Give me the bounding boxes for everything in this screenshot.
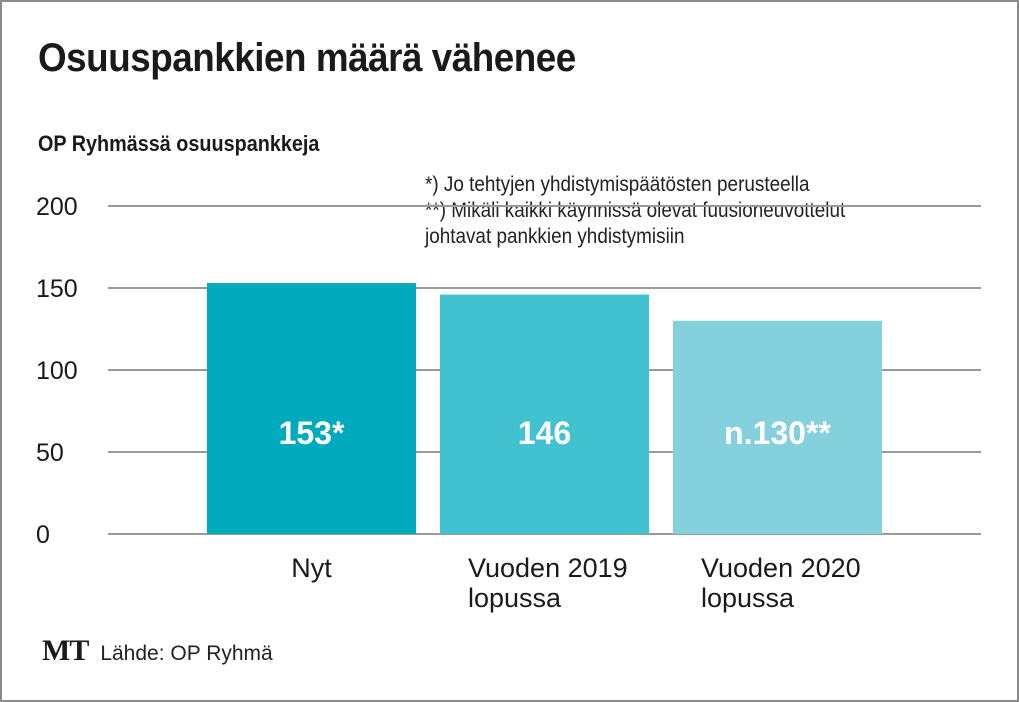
y-tick-label: 100 bbox=[36, 357, 78, 385]
bar bbox=[440, 294, 649, 534]
bars bbox=[207, 283, 882, 534]
x-tick-label: Nyt bbox=[291, 553, 332, 583]
mt-logo: MT bbox=[42, 634, 89, 667]
footnote-double-asterisk-continued: johtavat pankkien yhdistymisiin bbox=[425, 225, 685, 248]
y-axis-ticks: 0 50 100 150 200 bbox=[36, 193, 78, 549]
bar bbox=[673, 320, 882, 534]
footnote-single-asterisk: *) Jo tehtyjen yhdistymispäätösten perus… bbox=[425, 173, 810, 196]
footer: MT Lähde: OP Ryhmä bbox=[42, 634, 273, 668]
x-tick-label: lopussa bbox=[701, 583, 795, 613]
footnote-double-asterisk: **) Mikäli kaikki käynnissä olevat fuusi… bbox=[425, 199, 846, 222]
x-tick-label: Vuoden 2020 bbox=[701, 553, 861, 583]
data-label: n.130** bbox=[724, 415, 831, 451]
footnotes: *) Jo tehtyjen yhdistymispäätösten perus… bbox=[425, 172, 845, 250]
source-text: Lähde: OP Ryhmä bbox=[100, 642, 273, 665]
chart-subtitle: OP Ryhmässä osuuspankkeja bbox=[38, 131, 320, 156]
y-tick-label: 50 bbox=[36, 439, 64, 467]
x-tick-label: Vuoden 2019 bbox=[468, 553, 628, 583]
y-tick-label: 150 bbox=[36, 275, 78, 303]
data-labels: 153* 146 n.130** bbox=[279, 415, 832, 451]
x-tick-label: lopussa bbox=[468, 583, 562, 613]
y-tick-label: 200 bbox=[36, 193, 78, 221]
bar bbox=[207, 283, 416, 534]
chart-title: Osuuspankkien määrä vähenee bbox=[38, 36, 576, 80]
data-label: 146 bbox=[518, 415, 571, 451]
y-tick-label: 0 bbox=[36, 521, 50, 549]
data-label: 153* bbox=[279, 415, 345, 451]
